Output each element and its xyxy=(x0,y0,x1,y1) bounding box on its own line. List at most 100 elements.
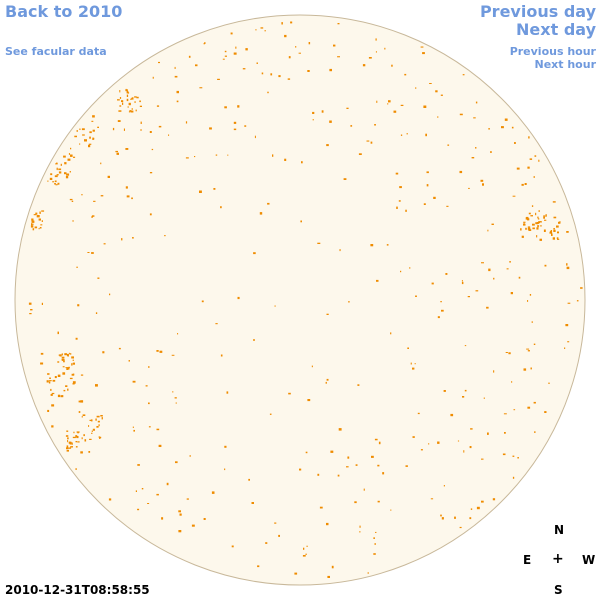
back-to-year-link[interactable]: Back to 2010 xyxy=(5,2,123,21)
magnetic-speck xyxy=(215,323,218,325)
magnetic-speck xyxy=(97,277,100,279)
magnetic-speck xyxy=(288,392,291,395)
next-day-link[interactable]: Next day xyxy=(516,20,596,39)
magnetic-speck xyxy=(156,105,160,107)
magnetic-speck xyxy=(306,545,308,547)
magnetic-speck xyxy=(527,218,530,221)
magnetic-speck xyxy=(346,107,349,109)
magnetic-speck xyxy=(468,187,470,189)
magnetic-speck xyxy=(326,378,329,381)
magnetic-speck xyxy=(508,352,511,355)
magnetic-speck xyxy=(303,547,305,550)
magnetic-speck xyxy=(475,147,477,149)
magnetic-speck xyxy=(51,425,54,428)
magnetic-speck xyxy=(40,352,44,355)
magnetic-speck xyxy=(537,222,540,224)
magnetic-speck xyxy=(391,64,393,67)
magnetic-speck xyxy=(88,451,91,453)
magnetic-speck xyxy=(82,134,85,136)
magnetic-speck xyxy=(426,171,429,174)
magnetic-speck xyxy=(129,110,132,112)
magnetic-speck xyxy=(29,313,32,315)
magnetic-speck xyxy=(317,242,321,244)
magnetic-speck xyxy=(61,353,63,356)
magnetic-speck xyxy=(108,498,112,501)
magnetic-speck xyxy=(487,432,489,435)
magnetic-speck xyxy=(233,121,237,124)
magnetic-speck xyxy=(60,395,64,398)
magnetic-speck xyxy=(395,172,399,175)
magnetic-speck xyxy=(131,108,133,110)
magnetic-speck xyxy=(195,64,198,67)
magnetic-speck xyxy=(139,105,142,107)
previous-day-link[interactable]: Previous day xyxy=(479,2,596,21)
magnetic-speck xyxy=(79,143,81,145)
magnetic-speck xyxy=(224,445,227,448)
magnetic-speck xyxy=(233,52,237,55)
magnetic-speck xyxy=(158,444,162,447)
magnetic-speck xyxy=(81,416,83,418)
magnetic-speck xyxy=(457,440,460,442)
magnetic-speck xyxy=(509,261,511,263)
magnetic-speck xyxy=(28,302,32,305)
magnetic-speck xyxy=(490,151,492,153)
magnetic-speck xyxy=(462,74,465,76)
magnetic-speck xyxy=(67,355,69,357)
magnetic-speck xyxy=(470,428,473,430)
magnetic-speck xyxy=(464,389,467,392)
magnetic-speck xyxy=(368,57,372,59)
facular-data-link[interactable]: See facular data xyxy=(5,45,107,58)
magnetic-speck xyxy=(517,457,519,459)
magnetic-speck xyxy=(302,555,306,557)
magnetic-speck xyxy=(295,46,297,48)
magnetic-speck xyxy=(528,212,531,215)
magnetic-speck xyxy=(410,362,412,365)
magnetic-speck xyxy=(511,126,514,129)
magnetic-speck xyxy=(337,474,340,477)
magnetic-speck xyxy=(39,227,42,229)
magnetic-speck xyxy=(400,270,402,273)
magnetic-speck xyxy=(126,195,130,198)
magnetic-speck xyxy=(88,144,91,148)
magnetic-speck xyxy=(557,231,559,234)
magnetic-speck xyxy=(374,438,378,441)
magnetic-speck xyxy=(326,522,329,526)
magnetic-speck xyxy=(481,458,484,460)
magnetic-speck xyxy=(527,166,530,169)
magnetic-speck xyxy=(539,238,542,241)
magnetic-speck xyxy=(118,347,121,350)
next-hour-link[interactable]: Next hour xyxy=(534,58,597,71)
magnetic-speck xyxy=(539,225,542,227)
magnetic-speck xyxy=(524,183,527,185)
magnetic-speck xyxy=(337,23,340,25)
previous-hour-link[interactable]: Previous hour xyxy=(509,45,596,58)
magnetic-speck xyxy=(121,100,124,103)
magnetic-speck xyxy=(103,243,106,245)
magnetic-speck xyxy=(84,139,87,142)
magnetic-speck xyxy=(96,426,99,428)
magnetic-speck xyxy=(343,178,347,180)
magnetic-speck xyxy=(287,78,291,80)
magnetic-speck xyxy=(174,66,176,69)
magnetic-speck xyxy=(445,273,448,275)
magnetic-speck xyxy=(488,128,490,130)
magnetic-speck xyxy=(88,143,92,145)
magnetic-speck xyxy=(470,508,473,510)
magnetic-speck xyxy=(311,365,313,368)
magnetic-speck xyxy=(556,225,559,228)
magnetic-speck xyxy=(264,30,266,32)
magnetic-speck xyxy=(185,121,188,124)
magnetic-speck xyxy=(57,374,61,377)
magnetic-speck xyxy=(49,380,52,382)
magnetic-speck xyxy=(393,110,397,113)
magnetic-speck xyxy=(75,468,77,470)
magnetic-speck xyxy=(149,131,152,133)
magnetic-speck xyxy=(359,531,361,533)
magnetic-speck xyxy=(440,94,443,96)
magnetic-speck xyxy=(126,90,129,94)
magnetic-speck xyxy=(57,182,60,185)
magnetic-speck xyxy=(148,426,151,428)
magnetic-speck xyxy=(131,97,133,99)
magnetic-speck xyxy=(213,188,216,190)
magnetic-speck xyxy=(388,100,391,103)
